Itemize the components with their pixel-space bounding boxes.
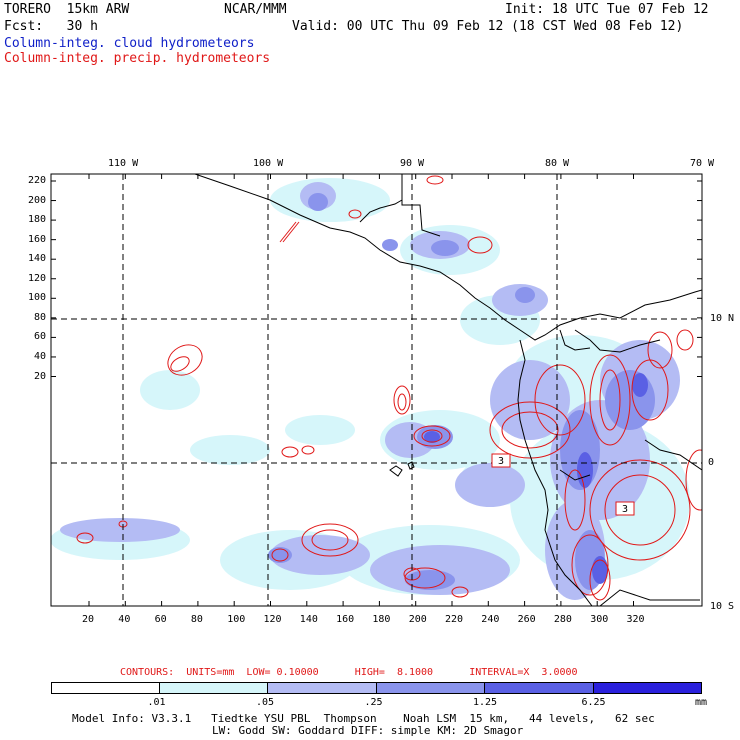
lon-label: 70 W — [690, 158, 715, 169]
colorbar-segment — [485, 682, 594, 694]
colorbar-segment — [376, 682, 485, 694]
x-tick-label: 320 — [626, 614, 645, 625]
contour-label: 3 — [498, 456, 504, 467]
cloud-field-title: Column-integ. cloud hydrometeors — [4, 36, 255, 51]
y-tick-label: 140 — [27, 253, 46, 265]
y-tick-label: 200 — [27, 194, 46, 206]
contour-label-box — [615, 501, 635, 516]
lat-lon-grid — [51, 174, 702, 606]
x-tick-label: 240 — [481, 614, 500, 625]
y-tick-label: 60 — [33, 331, 46, 343]
colorbar-segment — [268, 682, 377, 694]
colorbar-label: .01 — [147, 697, 166, 708]
x-tick-label: 300 — [590, 614, 609, 625]
y-tick-label: 40 — [33, 350, 46, 362]
forecast-hour: Fcst: 30 h — [4, 19, 98, 34]
colorbar-segment — [51, 682, 160, 694]
precip-field-title: Column-integ. precip. hydrometeors — [4, 51, 271, 66]
x-tick-label: 260 — [517, 614, 536, 625]
lon-label: 90 W — [400, 158, 425, 169]
lat-label: 10 S — [710, 601, 735, 612]
lon-label: 110 W — [108, 158, 139, 169]
contour-label-box — [491, 453, 511, 468]
colorbar-label: .25 — [364, 697, 383, 708]
y-tick-label: 220 — [27, 175, 46, 186]
colorbar-label: 6.25 — [581, 697, 606, 708]
y-tick-label: 80 — [33, 311, 46, 323]
model-title: TORERO 15km ARW — [4, 2, 130, 17]
x-tick-label: 280 — [553, 614, 572, 625]
lon-label: 80 W — [545, 158, 570, 169]
x-tick-label: 20 — [82, 614, 95, 625]
plot-frame — [50, 173, 703, 607]
x-tick-label: 200 — [408, 614, 427, 625]
x-tick-label: 140 — [299, 614, 318, 625]
y-tick-label: 160 — [27, 233, 46, 245]
colorbar-label: .05 — [256, 697, 275, 708]
cloud-hydrometeor-shading — [51, 178, 690, 600]
y-tick-label: 180 — [27, 214, 46, 226]
y-tick-label: 100 — [27, 292, 46, 304]
lat-label: 0 — [708, 457, 715, 468]
contours-info: CONTOURS: UNITS=mm LOW= 0.10000 HIGH= 8.… — [120, 667, 578, 678]
x-tick-label: 180 — [372, 614, 391, 625]
organization-label: NCAR/MMM — [224, 2, 287, 17]
valid-time: Valid: 00 UTC Thu 09 Feb 12 (18 CST Wed … — [292, 19, 684, 34]
colorbar-unit: mm — [695, 697, 708, 708]
contour-label: 3 — [622, 504, 628, 515]
x-tick-label: 220 — [445, 614, 464, 625]
x-tick-label: 120 — [263, 614, 282, 625]
model-info-line1: Model Info: V3.3.1 Tiedtke YSU PBL Thomp… — [72, 712, 655, 725]
x-tick-label: 40 — [118, 614, 131, 625]
y-tick-label: 120 — [27, 272, 46, 284]
x-tick-label: 100 — [227, 614, 246, 625]
x-tick-label: 80 — [190, 614, 203, 625]
model-info-line2: LW: Godd SW: Goddard DIFF: simple KM: 2D… — [212, 724, 524, 737]
axis-ticks — [51, 174, 702, 606]
init-time: Init: 18 UTC Tue 07 Feb 12 — [505, 2, 709, 17]
y-tick-label: 20 — [33, 370, 46, 382]
colorbar-label: 1.25 — [473, 697, 498, 708]
x-tick-label: 160 — [336, 614, 355, 625]
lon-label: 100 W — [253, 158, 284, 169]
x-tick-label: 60 — [154, 614, 167, 625]
colorbar-segment — [159, 682, 268, 694]
colorbar-segment — [593, 682, 702, 694]
lat-label: 10 N — [710, 313, 735, 324]
